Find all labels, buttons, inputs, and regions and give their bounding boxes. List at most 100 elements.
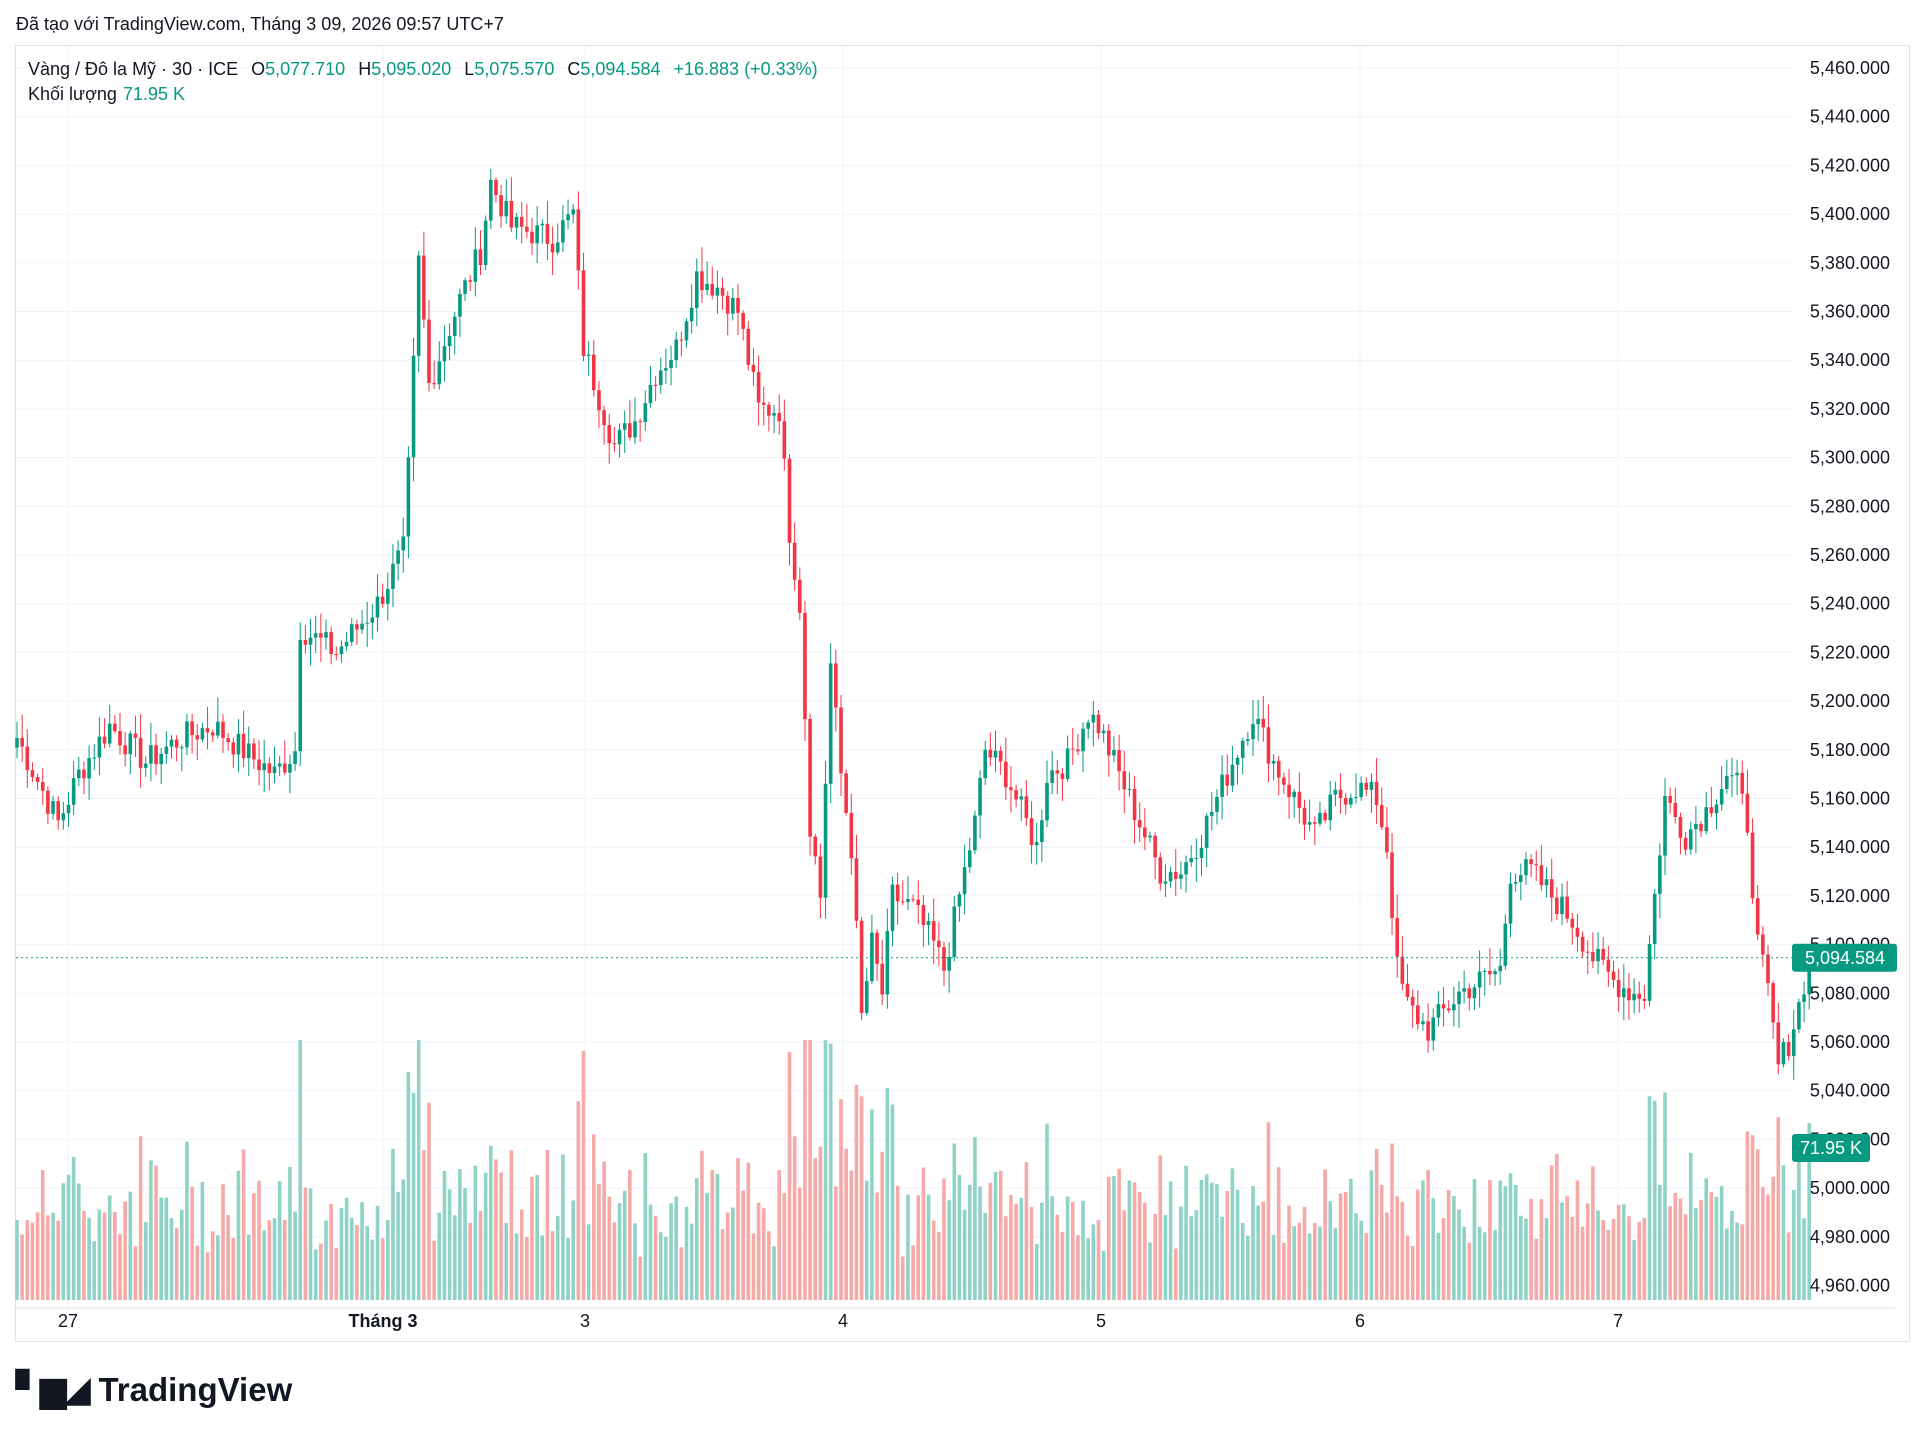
candle-body — [1668, 795, 1672, 803]
volume-label[interactable]: Khối lượng — [28, 84, 117, 104]
volume-bar — [1225, 1190, 1230, 1300]
symbol-title[interactable]: Vàng / Đô la Mỹ · 30 · ICE — [28, 59, 239, 79]
candle-body — [1065, 748, 1070, 779]
candle-body — [180, 747, 184, 749]
candle-body — [1179, 874, 1183, 879]
close-value: 5,094.584 — [580, 59, 661, 79]
volume-bar — [1297, 1222, 1302, 1300]
volume-bar — [1627, 1216, 1631, 1300]
candle-body — [1313, 822, 1317, 824]
candle-body — [190, 721, 194, 736]
volume-bar — [195, 1245, 200, 1300]
volume-bar — [782, 1193, 787, 1300]
tradingview-logo[interactable]: ▘▆◢ TradingView — [16, 1370, 292, 1410]
volume-bar — [1797, 1138, 1801, 1300]
candle-body — [113, 723, 117, 732]
candle-body — [231, 742, 236, 755]
candle-body — [787, 458, 792, 543]
candle-body — [1292, 791, 1296, 798]
candle-body — [1786, 1042, 1791, 1057]
candle-body — [138, 737, 143, 768]
volume-bar — [1694, 1207, 1698, 1300]
candle-body — [658, 370, 663, 386]
candle-body — [1457, 991, 1461, 1005]
volume-bar — [669, 1203, 673, 1300]
candle-body — [504, 200, 509, 217]
candle-body — [700, 271, 704, 291]
candle-body — [1580, 936, 1585, 952]
candle-body — [246, 743, 251, 759]
candle-body — [1570, 918, 1575, 928]
volume-bar — [499, 1172, 503, 1300]
candle-body — [1246, 739, 1250, 741]
candle-body — [483, 220, 488, 266]
volume-bar — [1328, 1201, 1333, 1300]
volume-legend: Khối lượng 71.95 K — [28, 80, 185, 108]
y-tick-label: 5,060.000 — [1810, 1032, 1890, 1052]
candle-body — [1446, 1008, 1451, 1011]
volume-bar — [1261, 1201, 1266, 1300]
candle-body — [1647, 943, 1652, 1001]
candle-body — [1596, 948, 1600, 962]
candle-body — [1276, 760, 1281, 778]
volume-bar — [1163, 1215, 1168, 1300]
candle-body — [221, 721, 225, 739]
y-tick-label: 5,460.000 — [1810, 58, 1890, 78]
volume-bar — [756, 1202, 761, 1300]
candle-body — [1230, 764, 1235, 786]
x-tick-label: Tháng 3 — [348, 1311, 417, 1331]
volume-bar — [118, 1234, 122, 1300]
candle-body — [566, 214, 570, 221]
candle-body — [937, 940, 941, 948]
candle-body — [267, 763, 272, 774]
volume-bar — [1472, 1179, 1477, 1300]
volume-bar — [1519, 1215, 1523, 1300]
volume-bar — [1441, 1218, 1446, 1300]
volume-bar — [1761, 1187, 1765, 1300]
volume-bar — [216, 1235, 220, 1300]
low-label: L — [464, 59, 475, 79]
candle-body — [1472, 987, 1477, 999]
candle-body — [1256, 718, 1260, 725]
volume-bar — [355, 1225, 359, 1300]
candle-body — [1750, 832, 1755, 899]
y-tick-label: 5,360.000 — [1810, 302, 1890, 322]
y-tick-label: 5,180.000 — [1810, 740, 1890, 760]
candle-body — [71, 778, 76, 805]
volume-bar — [1168, 1181, 1173, 1300]
volume-bar — [916, 1195, 921, 1300]
candle-body — [1745, 793, 1750, 833]
candle-body — [1688, 829, 1693, 850]
candle-body — [921, 905, 926, 926]
candle-body — [653, 384, 658, 386]
candle-body — [437, 361, 442, 385]
volume-bar — [1251, 1186, 1255, 1300]
candle-body — [1318, 812, 1322, 824]
volume-bar — [741, 1190, 745, 1300]
candle-body — [1709, 807, 1714, 814]
x-tick-label: 27 — [58, 1311, 78, 1331]
volume-bar — [1040, 1202, 1044, 1300]
volume-bar — [1086, 1238, 1090, 1300]
volume-bar — [128, 1191, 133, 1300]
candle-body — [56, 801, 60, 821]
candle-body — [169, 739, 174, 747]
candle-body — [1441, 1004, 1446, 1009]
candle-body — [839, 707, 843, 774]
created-note: Đã tạo với TradingView.com, Tháng 3 09, … — [16, 14, 504, 34]
tradingview-logo-icon: ▘▆◢ — [16, 1371, 90, 1409]
volume-bar — [695, 1178, 699, 1300]
candle-body — [1302, 807, 1307, 825]
y-tick-label: 5,120.000 — [1810, 886, 1890, 906]
volume-bar — [803, 1040, 807, 1300]
volume-bar — [1632, 1240, 1636, 1300]
candle-body — [1719, 788, 1724, 805]
candle-body — [185, 721, 189, 748]
volume-bar — [463, 1187, 467, 1300]
candle-body — [1611, 971, 1616, 980]
candle-body — [298, 640, 303, 752]
candle-body — [380, 596, 385, 604]
candle-body — [1400, 956, 1405, 984]
volume-bar — [1400, 1201, 1405, 1300]
